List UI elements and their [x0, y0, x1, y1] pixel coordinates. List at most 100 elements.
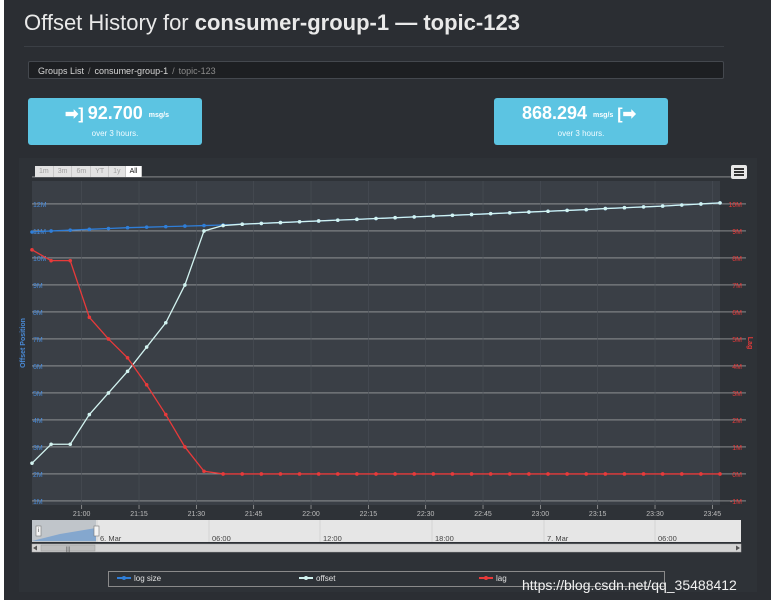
menu-icon-bar: [734, 171, 744, 173]
zoom-button-6m[interactable]: 6m: [72, 166, 92, 177]
x-axis-tick-label: 22:15: [360, 511, 378, 518]
data-point-lag: [221, 472, 225, 476]
data-point-offset: [240, 222, 245, 226]
chart-series: [30, 201, 722, 476]
data-point-log-size: [68, 228, 73, 232]
zoom-button-all[interactable]: All: [125, 166, 143, 177]
right-axis-tick-label: 2M: [732, 418, 742, 425]
left-axis-ticks: 1M 2M 3M 4M 5M 6M 7M 8M 9M 10M 11M 12M: [33, 202, 47, 506]
data-point-lag: [144, 383, 149, 387]
x-axis-tick-label: 21:00: [73, 511, 91, 518]
right-axis-tick-label: 9M: [732, 229, 742, 236]
data-point-offset: [316, 219, 321, 223]
scroll-left-arrow-icon[interactable]: [33, 545, 37, 551]
right-axis-tick-label: 6M: [732, 310, 742, 317]
navigator-right-handle[interactable]: [93, 525, 100, 537]
data-point-lag: [660, 472, 665, 476]
plot-area: [32, 181, 720, 505]
data-point-lag: [202, 469, 206, 474]
zoom-button-1y[interactable]: 1y: [109, 166, 126, 177]
legend-line-icon: [117, 576, 131, 580]
right-axis-tick-label: 0M: [732, 472, 742, 479]
data-point-lag: [297, 472, 302, 476]
data-point-offset: [221, 223, 225, 228]
data-point-lag: [87, 315, 92, 320]
breadcrumb: Groups List / consumer-group-1/topic-123: [28, 61, 724, 79]
data-point-offset: [125, 369, 130, 374]
data-point-lag: [163, 412, 168, 417]
left-axis-title: Offset Position: [20, 318, 27, 368]
data-point-offset: [202, 229, 206, 233]
data-point-offset: [527, 210, 531, 214]
breadcrumb-separator: /: [88, 66, 91, 76]
breadcrumb-group[interactable]: consumer-group-1: [94, 66, 169, 76]
data-point-offset: [565, 208, 569, 213]
x-axis-ticks: 21:00 21:15 21:30 21:45 22:00 22:15 22:30 22:45…: [73, 505, 721, 518]
x-axis-tick-label: 23:15: [589, 511, 607, 518]
legend-item-log-size[interactable]: log size: [117, 574, 161, 583]
scroll-right-arrow-icon[interactable]: [736, 545, 740, 551]
legend-label: log size: [134, 574, 162, 583]
stat-out-value: 868.294: [521, 103, 588, 123]
breadcrumb-current: topic-123: [178, 66, 216, 76]
data-point-offset: [68, 442, 73, 447]
left-axis-tick-label: 2M: [33, 472, 43, 479]
data-point-log-size: [30, 230, 34, 234]
right-axis-tick-label: 5M: [732, 337, 742, 344]
zoom-button-3m[interactable]: 3m: [53, 166, 73, 177]
data-point-log-size: [183, 224, 187, 228]
breadcrumb-groups-list[interactable]: Groups List: [38, 66, 85, 76]
data-point-lag: [679, 472, 684, 476]
right-axis-tick-label: 1M: [732, 445, 742, 452]
right-axis-tick-label: 4M: [732, 364, 742, 371]
data-point-lag: [546, 472, 550, 476]
navigator-time-label: 18:00: [435, 534, 454, 543]
zoom-button-1m[interactable]: 1m: [35, 166, 54, 177]
left-axis-tick-label: 8M: [33, 310, 43, 317]
navigator-time-label: 06:00: [212, 534, 231, 543]
x-axis-tick-label: 23:45: [704, 511, 722, 518]
navigator-time-label: 06:00: [658, 534, 677, 543]
x-axis-tick-label: 22:45: [474, 511, 492, 518]
data-point-lag: [507, 472, 512, 476]
navigator-time-label: 7. Mar: [547, 534, 569, 543]
sign-in-icon: ➡︎]: [64, 106, 84, 123]
stat-in-unit: msg/s: [148, 112, 170, 119]
data-point-lag: [450, 472, 455, 476]
data-point-offset: [431, 214, 436, 218]
x-axis-tick-label: 21:45: [245, 511, 263, 518]
navigator-scrollbar-thumb[interactable]: [40, 544, 96, 552]
data-point-log-size: [87, 227, 92, 232]
zoom-button-yt[interactable]: YT: [91, 166, 110, 177]
navigator-time-label: 6. Mar: [100, 534, 122, 543]
sign-out-icon: [➡︎: [617, 106, 637, 123]
data-point-lag: [259, 472, 264, 476]
stat-out-rate: 868.294 msg/s [➡︎ over 3 hours.: [494, 98, 668, 145]
data-point-offset: [699, 202, 703, 206]
data-point-lag: [603, 472, 608, 476]
data-point-offset: [718, 201, 722, 205]
stat-in-value: 92.700: [87, 103, 143, 123]
x-axis-tick-label: 23:00: [532, 511, 550, 518]
chart-menu-button[interactable]: [731, 165, 747, 179]
legend-label: lag: [496, 574, 507, 583]
chart-grid: [32, 176, 746, 505]
data-point-lag: [106, 337, 111, 341]
data-point-log-size: [163, 224, 168, 229]
legend-item-offset[interactable]: offset: [299, 574, 335, 583]
data-point-offset: [49, 442, 53, 447]
right-axis-tick-label: -1M: [730, 499, 742, 506]
navigator-left-handle[interactable]: [35, 525, 42, 537]
right-axis-title: Lag: [746, 337, 753, 349]
legend-item-lag[interactable]: lag: [479, 574, 507, 583]
menu-icon: [734, 168, 744, 170]
data-point-lag: [316, 472, 321, 476]
navigator-scrollbar[interactable]: [31, 543, 742, 553]
x-axis-tick-label: 23:30: [646, 511, 664, 518]
data-point-offset: [641, 205, 646, 209]
right-axis-ticks: -1M 0M 1M 2M 3M 4M 5M 6M 7M 8M 9M 10M: [728, 202, 742, 506]
navigator: 6. Mar 06:00 12:00 18:00 7. Mar 06:00 i |||: [31, 520, 742, 553]
stat-in-rate: ➡︎] 92.700 msg/s over 3 hours.: [28, 98, 202, 145]
left-axis-tick-label: 3M: [33, 445, 43, 452]
